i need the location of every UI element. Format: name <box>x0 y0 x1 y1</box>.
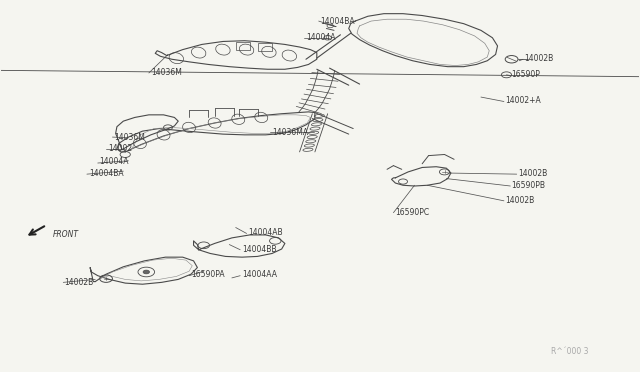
Text: 14004A: 14004A <box>100 157 129 166</box>
Text: 16590P: 16590P <box>511 70 540 79</box>
Text: 14002B: 14002B <box>524 54 554 62</box>
Bar <box>236 42 250 50</box>
Text: 16590PB: 16590PB <box>511 181 545 190</box>
Text: 14036MA: 14036MA <box>272 128 308 137</box>
Text: 14002B: 14002B <box>518 169 547 177</box>
Polygon shape <box>156 41 317 69</box>
Text: 14002B: 14002B <box>65 278 94 287</box>
Text: 14002: 14002 <box>108 144 132 153</box>
Polygon shape <box>117 112 315 152</box>
Polygon shape <box>90 257 197 284</box>
Text: 14004BB: 14004BB <box>242 245 276 254</box>
Text: 14004AA: 14004AA <box>242 270 277 279</box>
Text: 14004A: 14004A <box>306 33 335 42</box>
Text: FRONT: FRONT <box>53 230 79 240</box>
Text: 16590PC: 16590PC <box>396 208 429 217</box>
Circle shape <box>143 270 150 274</box>
Text: 14036M: 14036M <box>115 132 145 142</box>
Polygon shape <box>349 14 497 67</box>
Text: 14002+A: 14002+A <box>505 96 541 105</box>
Text: 14036M: 14036M <box>151 68 182 77</box>
Text: 16590PA: 16590PA <box>191 270 225 279</box>
Text: 14004BA: 14004BA <box>89 169 124 177</box>
Text: 14004AB: 14004AB <box>248 228 283 237</box>
Polygon shape <box>193 235 285 257</box>
Text: R^´000 3: R^´000 3 <box>550 347 588 356</box>
Text: 14002B: 14002B <box>505 196 534 205</box>
Polygon shape <box>392 167 451 186</box>
Bar <box>258 43 272 51</box>
Text: 14004BA: 14004BA <box>320 17 355 26</box>
Polygon shape <box>116 115 178 150</box>
